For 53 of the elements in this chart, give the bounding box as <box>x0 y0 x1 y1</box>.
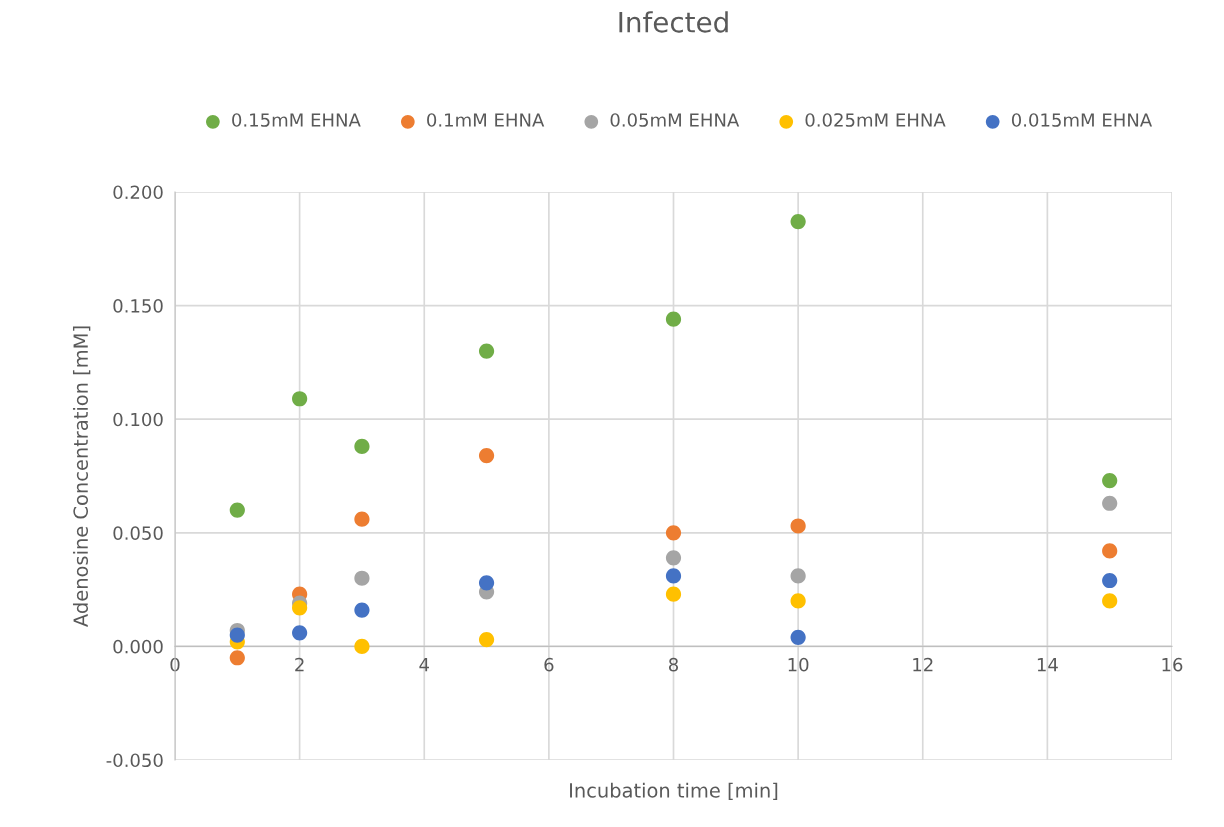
x-tick-label: 12 <box>913 657 933 672</box>
x-tick-label: 4 <box>419 658 429 672</box>
point <box>292 625 308 641</box>
point <box>478 575 495 591</box>
point <box>229 627 245 643</box>
legend-label: 0.1mM EHNA <box>427 113 545 127</box>
y-tick-label: 0.000 <box>113 639 163 654</box>
point <box>354 638 370 655</box>
point <box>229 502 245 518</box>
legend-label: 0.015mM EHNA <box>1011 113 1153 127</box>
point <box>292 600 308 616</box>
point <box>665 525 682 541</box>
point <box>665 311 682 327</box>
point <box>478 447 495 464</box>
x-tick-label: 10 <box>788 657 809 672</box>
x-tick-label: 16 <box>1162 657 1183 672</box>
point <box>229 650 245 666</box>
y-tick-label: 0.100 <box>113 412 163 427</box>
y-tick-label: 0.200 <box>113 185 163 200</box>
x-tick-label: 14 <box>1037 658 1058 672</box>
point <box>1102 495 1118 511</box>
y-tick-label: 0.150 <box>113 299 163 313</box>
point <box>1102 593 1118 609</box>
point <box>790 593 806 609</box>
point <box>354 602 370 618</box>
point <box>354 438 370 455</box>
legend-label: 0.15mM EHNA <box>232 113 361 127</box>
legend-label: 0.025mM EHNA <box>805 113 946 127</box>
x-tick-label: 2 <box>295 657 304 672</box>
y-tick-label: -0.050 <box>106 753 163 768</box>
point <box>478 631 495 648</box>
point <box>790 213 806 230</box>
point <box>478 343 495 359</box>
point <box>1102 472 1118 489</box>
x-tick-label: 8 <box>668 657 679 672</box>
point <box>354 511 370 527</box>
point <box>665 550 682 566</box>
point <box>790 629 806 645</box>
x-tick-label: 6 <box>544 657 554 672</box>
point <box>665 586 682 602</box>
x-axis-title: Incubation time [min] <box>570 782 778 801</box>
point <box>790 568 806 584</box>
point <box>292 391 308 407</box>
x-tick-label: 0 <box>170 657 180 672</box>
legend-label: 0.05mM EHNA <box>610 113 740 127</box>
point <box>1102 543 1118 559</box>
point <box>1102 572 1118 589</box>
chart-title: Infected <box>619 11 728 33</box>
point <box>665 568 682 584</box>
point <box>790 518 806 534</box>
point <box>354 570 370 586</box>
y-axis-title: Adenosine Concentration [mM] <box>72 326 91 627</box>
y-tick-label: 0.050 <box>113 526 163 540</box>
